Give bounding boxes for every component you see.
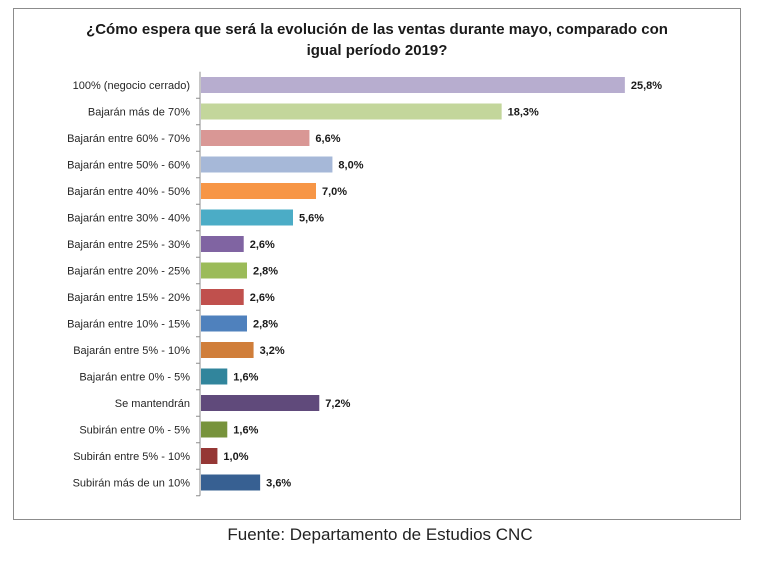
category-label: Bajarán más de 70% bbox=[88, 107, 190, 119]
category-label: Bajarán entre 50% - 60% bbox=[67, 160, 190, 172]
chart-title: ¿Cómo espera que será la evolución de la… bbox=[13, 19, 741, 61]
bar bbox=[201, 130, 310, 146]
data-label: 1,6% bbox=[233, 425, 258, 437]
category-label: Subirán entre 5% - 10% bbox=[73, 451, 190, 463]
bar bbox=[201, 368, 228, 385]
category-label: Subirán más de un 10% bbox=[73, 478, 191, 490]
category-label: Bajarán entre 15% - 20% bbox=[67, 292, 190, 304]
bar bbox=[201, 289, 244, 305]
data-label: 5,6% bbox=[299, 213, 324, 225]
bar bbox=[201, 77, 625, 93]
bar bbox=[201, 421, 228, 438]
data-label: 3,2% bbox=[260, 345, 285, 357]
bar bbox=[201, 183, 316, 199]
data-label: 6,6% bbox=[315, 133, 340, 145]
bar bbox=[201, 156, 333, 173]
data-label: 18,3% bbox=[508, 107, 539, 119]
data-label: 3,6% bbox=[266, 478, 291, 490]
category-label: Bajarán entre 30% - 40% bbox=[67, 213, 190, 225]
category-label: Bajarán entre 25% - 30% bbox=[67, 239, 190, 251]
data-label: 1,0% bbox=[223, 451, 248, 463]
source-caption: Fuente: Departamento de Estudios CNC bbox=[227, 525, 533, 544]
category-label: Se mantendrán bbox=[115, 398, 190, 410]
bar bbox=[201, 262, 247, 279]
category-label: Bajarán entre 20% - 25% bbox=[67, 266, 190, 278]
category-label: Bajarán entre 0% - 5% bbox=[79, 372, 190, 384]
bar bbox=[201, 395, 320, 411]
bar bbox=[201, 209, 293, 226]
chart-title-line-1: ¿Cómo espera que será la evolución de la… bbox=[86, 21, 668, 38]
category-label: Subirán entre 0% - 5% bbox=[79, 425, 190, 437]
data-label: 2,6% bbox=[250, 292, 275, 304]
data-label: 7,2% bbox=[325, 398, 350, 410]
category-label: Bajarán entre 40% - 50% bbox=[67, 186, 190, 198]
data-label: 8,0% bbox=[338, 160, 363, 172]
data-label: 7,0% bbox=[322, 186, 347, 198]
category-label: Bajarán entre 10% - 15% bbox=[67, 319, 190, 331]
bar bbox=[201, 236, 244, 252]
chart-frame bbox=[13, 8, 741, 520]
chart-title-line-2: igual período 2019? bbox=[306, 42, 448, 59]
category-label: Bajarán entre 5% - 10% bbox=[73, 345, 190, 357]
data-label: 2,8% bbox=[253, 319, 278, 331]
bar bbox=[201, 448, 218, 464]
data-label: 2,6% bbox=[250, 239, 275, 251]
bar bbox=[201, 474, 261, 491]
bar bbox=[201, 103, 502, 120]
data-label: 1,6% bbox=[233, 372, 258, 384]
bar bbox=[201, 342, 254, 358]
data-label: 25,8% bbox=[631, 80, 662, 92]
category-label: Bajarán entre 60% - 70% bbox=[67, 133, 190, 145]
bar bbox=[201, 315, 247, 332]
data-label: 2,8% bbox=[253, 266, 278, 278]
category-label: 100% (negocio cerrado) bbox=[73, 80, 190, 92]
